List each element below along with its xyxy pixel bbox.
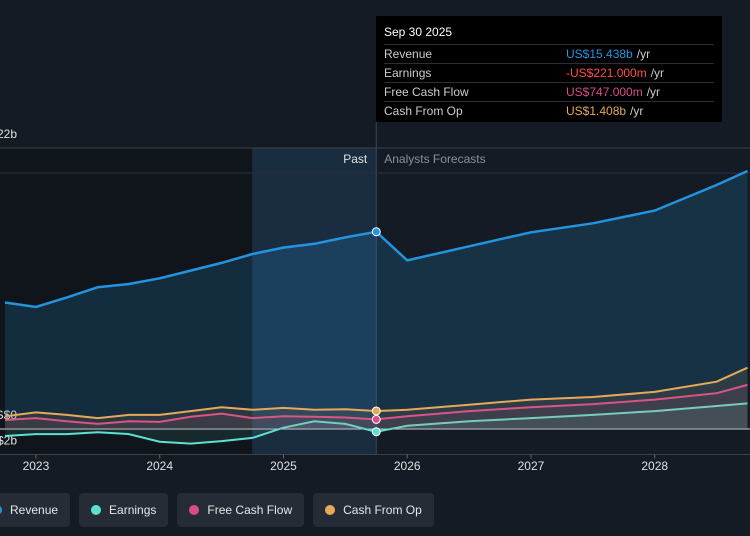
x-tick-label: 2027 — [518, 459, 545, 473]
y-tick-label: US$22b — [0, 127, 17, 141]
series-area — [5, 384, 748, 429]
tooltip-label: Cash From Op — [384, 104, 463, 118]
legend-label: Earnings — [109, 503, 157, 517]
legend-label: Cash From Op — [343, 503, 422, 517]
x-tick-label: 2026 — [394, 459, 421, 473]
tooltip-row: Cash From Op US$1.408b/yr — [384, 101, 714, 120]
legend-swatch — [189, 505, 200, 515]
tooltip-label: Free Cash Flow — [384, 85, 469, 99]
tooltip-label: Revenue — [384, 47, 433, 61]
past-label: Past — [343, 152, 368, 166]
legend-swatch — [0, 505, 2, 515]
legend-label: Revenue — [10, 503, 59, 517]
tooltip-value: US$15.438b — [566, 47, 633, 61]
series-area — [5, 171, 748, 429]
legend-item[interactable]: Revenue — [0, 493, 71, 527]
hover-marker — [371, 414, 381, 424]
forecast-label: Analysts Forecasts — [384, 152, 485, 166]
legend-item[interactable]: Free Cash Flow — [177, 493, 305, 527]
tooltip-unit: /yr — [636, 47, 651, 61]
tooltip-date: Sep 30 2025 — [384, 25, 453, 39]
tooltip-unit: /yr — [630, 104, 644, 118]
hover-marker — [371, 427, 381, 437]
hover-marker — [371, 406, 381, 416]
series-line — [4, 402, 748, 445]
x-tick-label: 2024 — [146, 459, 173, 473]
series-line — [4, 366, 748, 420]
hover-marker — [371, 227, 381, 237]
x-tick-label: 2028 — [641, 459, 668, 473]
tooltip-unit: /yr — [646, 85, 661, 99]
tooltip-row: Earnings -US$221.000m/yr — [384, 63, 714, 82]
series-line — [4, 383, 748, 425]
tooltip-row: Free Cash Flow US$747.000m/yr — [384, 82, 714, 101]
y-tick-label: -US$2b — [0, 434, 17, 448]
legend-item[interactable]: Cash From Op — [313, 493, 434, 527]
legend-swatch — [325, 505, 336, 515]
tooltip-unit: /yr — [650, 66, 665, 80]
series-line — [4, 169, 749, 309]
tooltip-value: -US$221.000m — [566, 66, 647, 80]
tooltip: Sep 30 2025 Revenue US$15.438b/yr Earnings… — [376, 16, 722, 122]
legend: Revenue Earnings Free Cash Flow Cash From O… — [0, 493, 434, 527]
series-area — [5, 403, 748, 444]
legend-label: Free Cash Flow — [207, 503, 293, 517]
legend-swatch — [91, 505, 102, 515]
tooltip-row: Revenue US$15.438b/yr — [384, 44, 714, 63]
past-shade — [0, 148, 253, 455]
series-area — [5, 367, 748, 429]
x-tick-label: 2023 — [23, 459, 50, 473]
tooltip-value: US$747.000m — [566, 85, 643, 99]
tooltip-label: Earnings — [384, 66, 432, 80]
tooltip-value: US$1.408b — [566, 104, 627, 118]
x-tick-label: 2025 — [270, 459, 297, 473]
highlight-band — [252, 148, 377, 455]
legend-item[interactable]: Earnings — [79, 493, 169, 527]
